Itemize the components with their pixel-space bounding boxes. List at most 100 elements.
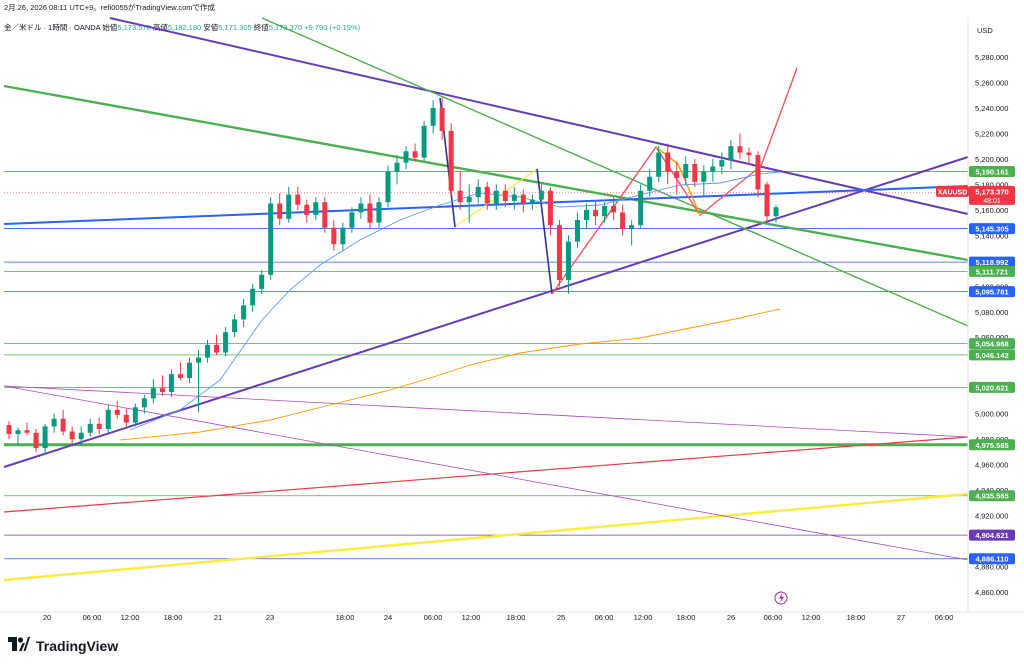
moving-average-blue <box>129 171 781 431</box>
symbol-tag-label: XAUUSD <box>938 189 968 196</box>
candle-up <box>313 202 319 215</box>
candle-up <box>141 398 147 408</box>
candle-down <box>593 209 599 217</box>
candle-down <box>33 432 39 449</box>
y-tick-label: 5,260.000 <box>975 78 1008 87</box>
level-price-label: 4,975.585 <box>975 441 1008 450</box>
header-separator: 。 <box>93 3 101 12</box>
low-label: 安値 <box>203 23 219 32</box>
time-axis: 20 06:00 12:00 18:00 21 23 18:00 24 06:00 12:00 18… <box>43 613 954 622</box>
candles <box>6 97 779 455</box>
x-tick-label: 12:00 <box>802 613 821 622</box>
candle-down <box>448 130 454 191</box>
candle-down <box>24 430 30 433</box>
candle-up <box>656 152 662 177</box>
level-price-tag <box>969 439 1015 451</box>
level-price-label: 5,190.161 <box>975 167 1008 176</box>
level-price-label: 5,118.992 <box>976 258 1009 267</box>
candle-up <box>602 206 608 217</box>
x-tick-label: 18:00 <box>677 613 696 622</box>
candle-up <box>511 194 517 201</box>
candle-up <box>340 227 346 245</box>
chart-header: 2月 26, 2026 08:11 UTC+9。refi0055がTrading… <box>4 2 215 16</box>
x-tick-label: 20 <box>43 613 51 622</box>
x-tick-label: 18:00 <box>847 613 866 622</box>
candle-up <box>349 212 355 228</box>
candle-up <box>42 426 48 449</box>
candle-up <box>385 171 391 203</box>
horizontal-levels <box>4 171 968 560</box>
candle-up <box>421 125 427 158</box>
level-price-label: 5,095.781 <box>975 288 1008 297</box>
candle-up <box>78 432 84 440</box>
tradingview-brand: TradingView <box>36 638 119 654</box>
change-value: +9.790 (+0.19%) <box>304 23 361 32</box>
level-price-label: 4,886.110 <box>976 555 1009 564</box>
candle-up <box>710 166 716 172</box>
candle-up <box>773 207 779 217</box>
candle-up <box>493 190 499 204</box>
bar-countdown-label: 48:01 <box>983 198 1001 205</box>
y-tick-label: 5,200.000 <box>975 155 1008 164</box>
candle-up <box>241 305 247 320</box>
y-tick-label: 4,960.000 <box>975 461 1008 470</box>
x-tick-label: 21 <box>214 613 222 622</box>
y-tick-label: 5,180.000 <box>975 180 1008 189</box>
y-tick-label: 4,860.000 <box>975 588 1008 597</box>
candle-up <box>574 220 580 242</box>
candle-down <box>159 388 165 393</box>
candle-up <box>186 362 192 378</box>
candle-up <box>647 176 653 191</box>
level-price-tag <box>969 338 1015 350</box>
level-price-tag <box>969 553 1015 565</box>
candle-down <box>737 146 743 153</box>
level-price-tag <box>969 381 1015 393</box>
candle-down <box>556 225 562 280</box>
high-value: 5,182.180 <box>167 23 202 32</box>
lightning-icon[interactable] <box>774 591 788 605</box>
low-value: 5,171.305 <box>218 23 252 32</box>
tradingview-logo-icon <box>8 637 30 655</box>
x-tick-label: 06:00 <box>595 613 614 622</box>
level-price-label: 4,904.621 <box>975 531 1008 540</box>
candle-down <box>322 202 328 228</box>
candle-down <box>665 152 671 172</box>
zigzag-orange <box>655 146 701 216</box>
trendline-purple-upper <box>109 17 969 215</box>
candle-down <box>484 186 490 204</box>
candle-down <box>502 190 508 201</box>
x-tick-label: 12:00 <box>634 613 653 622</box>
footer-branding: TradingView <box>8 636 118 656</box>
candle-up <box>51 418 57 427</box>
candle-down <box>367 203 373 223</box>
candle-up <box>403 151 409 163</box>
symbol-description: 金／米ドル · 1時間 · OANDA <box>4 23 101 32</box>
candle-down <box>746 152 752 156</box>
candle-down <box>547 190 553 226</box>
trendline-purple-lower <box>3 156 969 468</box>
candle-down <box>177 374 183 378</box>
candle-up <box>268 203 274 275</box>
candle-down <box>439 107 445 131</box>
open-label: 始値 <box>102 23 118 32</box>
level-price-tag <box>969 529 1015 541</box>
level-price-tag <box>969 223 1015 235</box>
trendline-yellow <box>3 492 969 582</box>
x-tick-label: 26 <box>727 613 735 622</box>
x-tick-label: 06:00 <box>424 613 443 622</box>
candle-up <box>430 107 436 126</box>
trendline-red-long <box>3 436 969 513</box>
zigzag-navy-2 <box>536 168 553 295</box>
x-tick-label: 06:00 <box>83 613 102 622</box>
chart-publisher: refi0055がTradingView.comで作成 <box>100 3 216 12</box>
x-tick-label: 06:00 <box>935 613 954 622</box>
level-price-tag <box>969 349 1015 361</box>
candle-up <box>223 332 229 353</box>
y-tick-label: 5,160.000 <box>975 206 1008 215</box>
x-tick-label: 24 <box>384 613 392 622</box>
current-price-tag <box>969 185 1015 205</box>
candle-up <box>466 197 472 203</box>
candle-down <box>764 184 770 217</box>
